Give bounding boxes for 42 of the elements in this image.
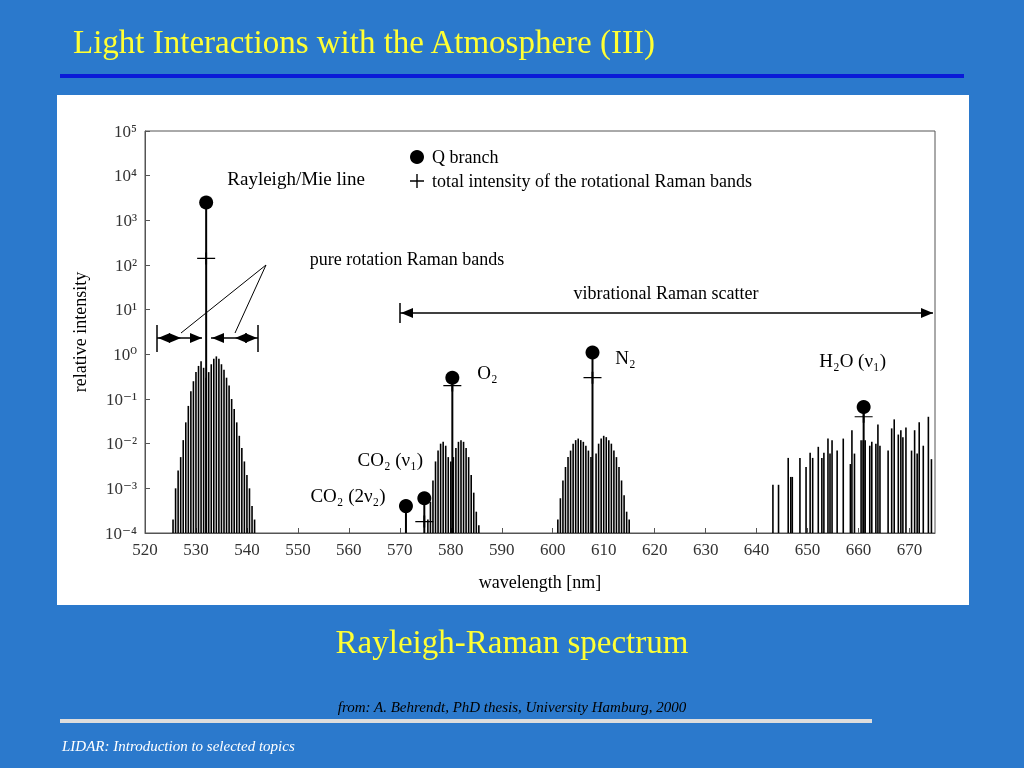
text: LIDAR: Introduction to selected topics [61,738,295,754]
x-tick-label: 620 [641,540,668,559]
x-tick-label: 550 [285,540,311,559]
x-tick-label: 580 [438,540,464,559]
y-tick-label: 10³ [114,210,137,230]
x-axis-title: wavelength [nm] [478,572,602,592]
annotation: H₂O (ν₁) [819,349,886,372]
y-tick-label: 10² [114,255,137,275]
y-tick-label: 10⁴ [114,166,138,186]
x-tick-label: 660 [845,540,872,559]
annotation: CO₂ (ν₁) [357,448,424,471]
legend-label: Q branch [432,147,499,167]
y-tick-label: 10⁻¹ [105,389,137,409]
x-tick-label: 600 [539,540,566,559]
x-tick-label: 530 [183,540,209,559]
y-tick-label: 10¹ [114,300,137,320]
y-tick-label: 10⁰ [113,344,138,364]
y-tick-label: 10⁻² [105,434,137,454]
text: from: A. Behrendt, PhD thesis, University Hamburg, 2000 [337,699,687,715]
x-tick-label: 520 [132,540,158,559]
x-tick-label: 670 [896,540,923,559]
x-tick-label: 630 [692,540,719,559]
annotation: Rayleigh/Mie line [227,168,366,190]
y-tick-label: 10⁵ [114,121,138,141]
annotation: pure rotation Raman bands [309,249,505,269]
x-tick-label: 560 [336,540,362,559]
x-tick-label: 610 [590,540,617,559]
y-axis-title: relative intensity [70,271,90,393]
annotation: vibrational Raman scatter [573,283,759,303]
y-tick-label: 10⁻³ [105,478,137,498]
x-tick-label: 590 [489,540,515,559]
annotation: CO₂ (2ν₂) [310,484,386,507]
annotation: O₂ [477,362,498,384]
x-tick-label: 640 [743,540,770,559]
legend-label: total intensity of the rotational Raman bands [432,171,752,191]
chart-title: Light Interactions with the Atmosphere (III) [73,23,655,61]
y-tick-label: 10⁻⁴ [105,523,138,543]
x-tick-label: 570 [387,540,413,559]
x-tick-label: 540 [234,540,260,559]
text: Rayleigh-Raman spectrum [335,623,689,660]
annotation: N₂ [615,346,636,368]
x-tick-label: 650 [794,540,821,559]
